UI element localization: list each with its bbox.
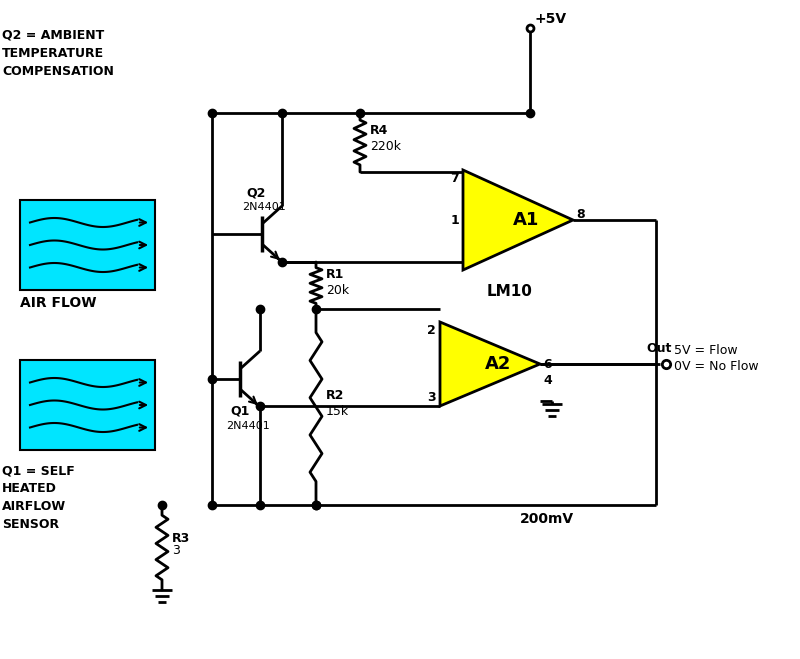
- Text: Q2 = AMBIENT
TEMPERATURE
COMPENSATION: Q2 = AMBIENT TEMPERATURE COMPENSATION: [2, 29, 114, 78]
- Text: R1: R1: [326, 268, 344, 281]
- Text: AIR FLOW: AIR FLOW: [20, 296, 97, 310]
- Bar: [20, 360, 155, 450]
- Polygon shape: [463, 170, 573, 270]
- Text: R2: R2: [326, 389, 344, 402]
- Text: LM10: LM10: [487, 283, 533, 299]
- Text: 7: 7: [450, 172, 459, 185]
- Bar: [20, 200, 155, 290]
- Text: 3: 3: [172, 544, 180, 556]
- Text: 15k: 15k: [326, 405, 349, 418]
- Text: 8: 8: [576, 208, 585, 221]
- Polygon shape: [440, 322, 540, 406]
- Text: A1: A1: [513, 211, 539, 229]
- Text: 220k: 220k: [370, 140, 401, 154]
- Text: 6: 6: [543, 357, 552, 370]
- Text: 5V = Flow: 5V = Flow: [674, 344, 738, 357]
- Text: R4: R4: [370, 125, 388, 138]
- Text: R3: R3: [172, 532, 190, 544]
- Text: Q1: Q1: [230, 404, 250, 417]
- Text: Q1 = SELF
HEATED
AIRFLOW
SENSOR: Q1 = SELF HEATED AIRFLOW SENSOR: [2, 464, 74, 531]
- Text: Q2: Q2: [246, 186, 266, 199]
- Text: 4: 4: [543, 374, 552, 386]
- Text: 2: 2: [427, 324, 436, 337]
- Text: 0V = No Flow: 0V = No Flow: [674, 360, 758, 373]
- Text: Out: Out: [646, 342, 671, 355]
- Text: 20k: 20k: [326, 283, 349, 297]
- Text: 2N4401: 2N4401: [226, 421, 270, 431]
- Text: −: −: [470, 185, 483, 200]
- Text: 3: 3: [427, 391, 436, 404]
- Text: A2: A2: [485, 355, 511, 373]
- Text: +: +: [446, 335, 458, 349]
- Text: 2N4401: 2N4401: [242, 202, 286, 212]
- Text: 1: 1: [450, 214, 459, 227]
- Text: +5V: +5V: [534, 12, 566, 26]
- Text: 200mV: 200mV: [520, 512, 574, 526]
- Text: −: −: [446, 376, 458, 391]
